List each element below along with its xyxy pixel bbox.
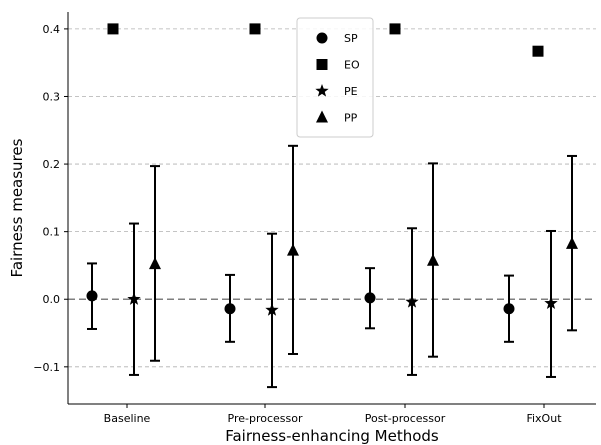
legend-marker-pp (316, 110, 328, 123)
series-pe (127, 222, 558, 389)
y-axis-title: Fairness measures (8, 138, 26, 277)
data-point-pe (265, 303, 279, 316)
x-axis-title: Fairness-enhancing Methods (225, 427, 439, 445)
y-tick-label: −0.1 (33, 361, 60, 374)
data-point-sp (86, 290, 98, 302)
data-point-eo (249, 23, 261, 35)
x-tick-label: FixOut (526, 412, 562, 425)
legend-marker-pe (315, 84, 329, 97)
legend-marker-eo (316, 59, 328, 70)
data-point-pp (427, 253, 439, 266)
legend-label-eo: EO (344, 59, 360, 72)
legend-label-pe: PE (344, 85, 358, 98)
data-point-pe (405, 294, 419, 308)
y-tick-label: 0.1 (43, 226, 61, 239)
tick-labels: −0.1 0.0 0.1 0.2 0.3 0.4 Baseline Pre-processor… (33, 23, 562, 425)
axes (64, 12, 596, 408)
x-tick-label: Pre-processor (228, 412, 303, 425)
data-point-pp (287, 243, 299, 256)
data-point-pe (127, 292, 141, 305)
y-tick-label: 0.3 (43, 90, 61, 103)
series-eo (107, 23, 544, 57)
data-point-eo (389, 23, 401, 35)
data-point-sp (364, 292, 376, 304)
legend-label-sp: SP (344, 32, 358, 45)
data-point-eo (532, 45, 544, 57)
data-point-pp (566, 236, 578, 249)
series-sp (86, 262, 515, 343)
x-tick-label: Baseline (104, 412, 151, 425)
data-marks (86, 23, 578, 389)
data-point-pp (149, 257, 161, 270)
data-point-eo (107, 23, 119, 35)
data-point-pe (544, 296, 558, 309)
legend-marker-sp (316, 32, 328, 44)
legend: SP EO PE PP (296, 17, 374, 138)
y-tick-label: 0.0 (43, 293, 61, 306)
legend-box (296, 17, 374, 138)
y-tick-label: 0.2 (43, 158, 61, 171)
legend-label-pp: PP (344, 112, 358, 125)
series-pp (149, 144, 578, 362)
y-tick-label: 0.4 (43, 23, 61, 36)
data-point-sp (224, 303, 236, 315)
x-tick-label: Post-processor (365, 412, 446, 425)
data-point-sp (503, 303, 515, 315)
